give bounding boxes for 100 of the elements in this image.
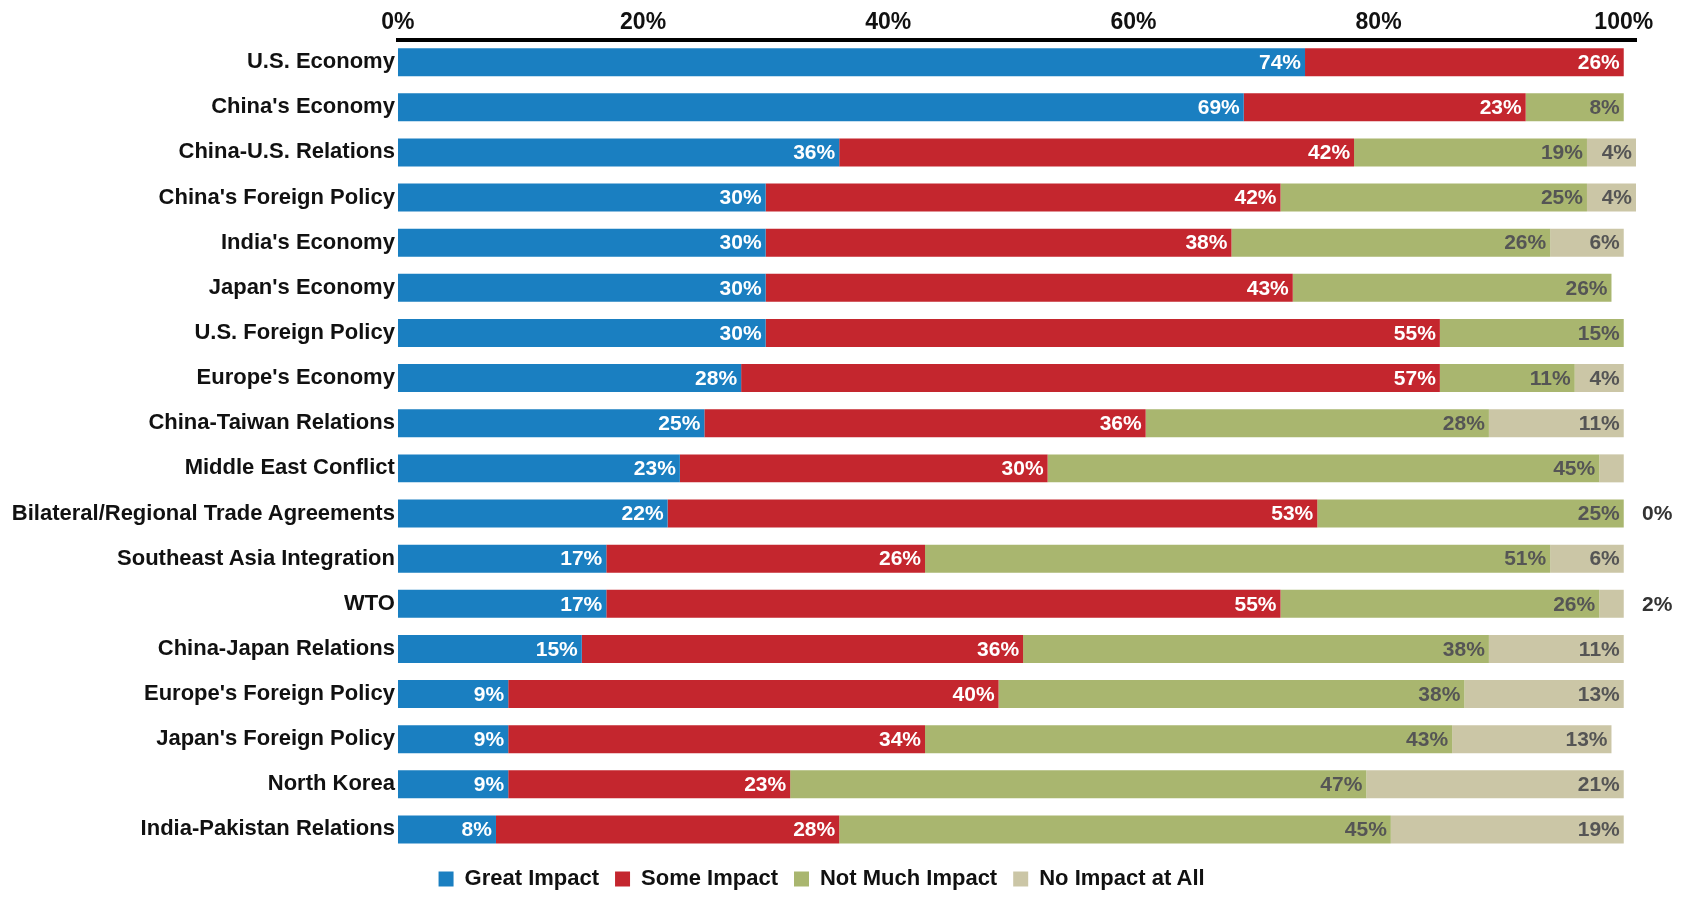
data-label: 57% (1393, 365, 1437, 389)
bar (397, 725, 509, 754)
legend-label: Some Impact (641, 865, 779, 891)
data-label: 4% (1589, 365, 1621, 389)
data-label: 38% (1185, 230, 1228, 254)
bar (397, 680, 509, 709)
data-label: 26% (1565, 275, 1608, 299)
data-label: 55% (1393, 320, 1437, 344)
x-tick-label: 40% (865, 8, 912, 35)
bar (1488, 409, 1624, 438)
data-label: 8% (1589, 95, 1621, 119)
data-label: 25% (1540, 185, 1584, 209)
bar (998, 680, 1465, 709)
bar (1292, 273, 1612, 302)
bar (397, 93, 1244, 122)
data-label: 36% (1099, 411, 1142, 435)
data-label: 22% (621, 501, 664, 525)
y-tick-label: U.S. Economy (246, 48, 396, 74)
data-label: 53% (1271, 501, 1314, 525)
bar (1599, 454, 1624, 483)
legend-label: No Impact at All (1039, 865, 1205, 891)
y-tick-label: Europe's Economy (196, 364, 396, 390)
data-label: 42% (1308, 140, 1351, 164)
bar (397, 454, 680, 483)
data-label: 28% (695, 365, 738, 389)
y-tick-label: China's Foreign Policy (158, 183, 396, 209)
y-tick-label: India's Economy (220, 228, 396, 254)
bar (839, 138, 1355, 167)
data-label: 30% (719, 275, 762, 299)
bar (1354, 138, 1587, 167)
bar (1439, 318, 1624, 347)
data-label: 25% (1577, 501, 1621, 525)
data-label: 9% (473, 726, 505, 750)
data-label: 43% (1246, 275, 1290, 299)
data-label: 6% (1589, 546, 1621, 570)
data-label: 26% (1553, 591, 1596, 615)
bar (397, 770, 509, 799)
bar (1145, 409, 1489, 438)
data-label: 40% (952, 681, 995, 705)
data-label: 11% (1578, 411, 1621, 435)
bar (667, 499, 1318, 528)
data-label: 36% (793, 140, 836, 164)
x-tick-label: 100% (1594, 8, 1654, 35)
y-tick-label: Europe's Foreign Policy (143, 680, 396, 706)
data-label: 19% (1540, 140, 1584, 164)
bar (765, 318, 1440, 347)
data-label: 8% (461, 817, 493, 841)
bar (1317, 499, 1624, 528)
y-tick-label: U.S. Foreign Policy (194, 319, 396, 345)
legend-label: Not Much Impact (819, 865, 998, 891)
bar (397, 183, 766, 212)
bar (1280, 183, 1587, 212)
bar (508, 725, 926, 754)
bar (397, 138, 840, 167)
data-label: 13% (1565, 726, 1608, 750)
y-tick-label: North Korea (267, 770, 396, 796)
bar (765, 273, 1293, 302)
bar (1390, 815, 1624, 844)
bar (397, 48, 1306, 77)
y-tick-label: China-Japan Relations (157, 634, 395, 660)
data-label: 4% (1601, 140, 1633, 164)
bar (397, 634, 582, 663)
bar (397, 409, 705, 438)
data-label: 42% (1234, 185, 1277, 209)
bar (397, 364, 742, 393)
legend-label: Great Impact (464, 865, 600, 891)
y-tick-label: WTO (343, 589, 395, 615)
bar (1023, 634, 1489, 663)
data-label: 0% (1642, 501, 1673, 525)
y-tick-label: Bilateral/Regional Trade Agreements (11, 499, 395, 525)
bar (679, 454, 1048, 483)
data-label: 17% (560, 591, 603, 615)
data-label: 34% (878, 726, 922, 750)
data-label: 9% (473, 772, 505, 796)
data-label: 51% (1504, 546, 1547, 570)
bar (606, 589, 1281, 618)
bar (1243, 93, 1526, 122)
bar (1488, 634, 1624, 663)
x-tick-label: 60% (1110, 8, 1157, 35)
x-tick-label: 0% (381, 8, 415, 35)
data-label: 23% (1479, 95, 1522, 119)
data-label: 23% (633, 456, 677, 480)
bar (925, 725, 1453, 754)
bar (495, 815, 840, 844)
data-label: 45% (1344, 817, 1388, 841)
bar (1047, 454, 1600, 483)
bar (1366, 770, 1624, 799)
bar (704, 409, 1146, 438)
y-tick-label: Japan's Economy (208, 273, 396, 299)
bar (765, 183, 1281, 212)
data-label: 26% (878, 546, 922, 570)
data-label: 15% (535, 636, 579, 660)
bar (581, 634, 1024, 663)
bar (397, 318, 766, 347)
data-label: 30% (719, 320, 762, 344)
data-label: 26% (1577, 49, 1621, 73)
data-label: 47% (1320, 772, 1363, 796)
bar (397, 544, 607, 573)
y-tick-label: Japan's Foreign Policy (156, 725, 396, 751)
data-label: 28% (793, 817, 836, 841)
